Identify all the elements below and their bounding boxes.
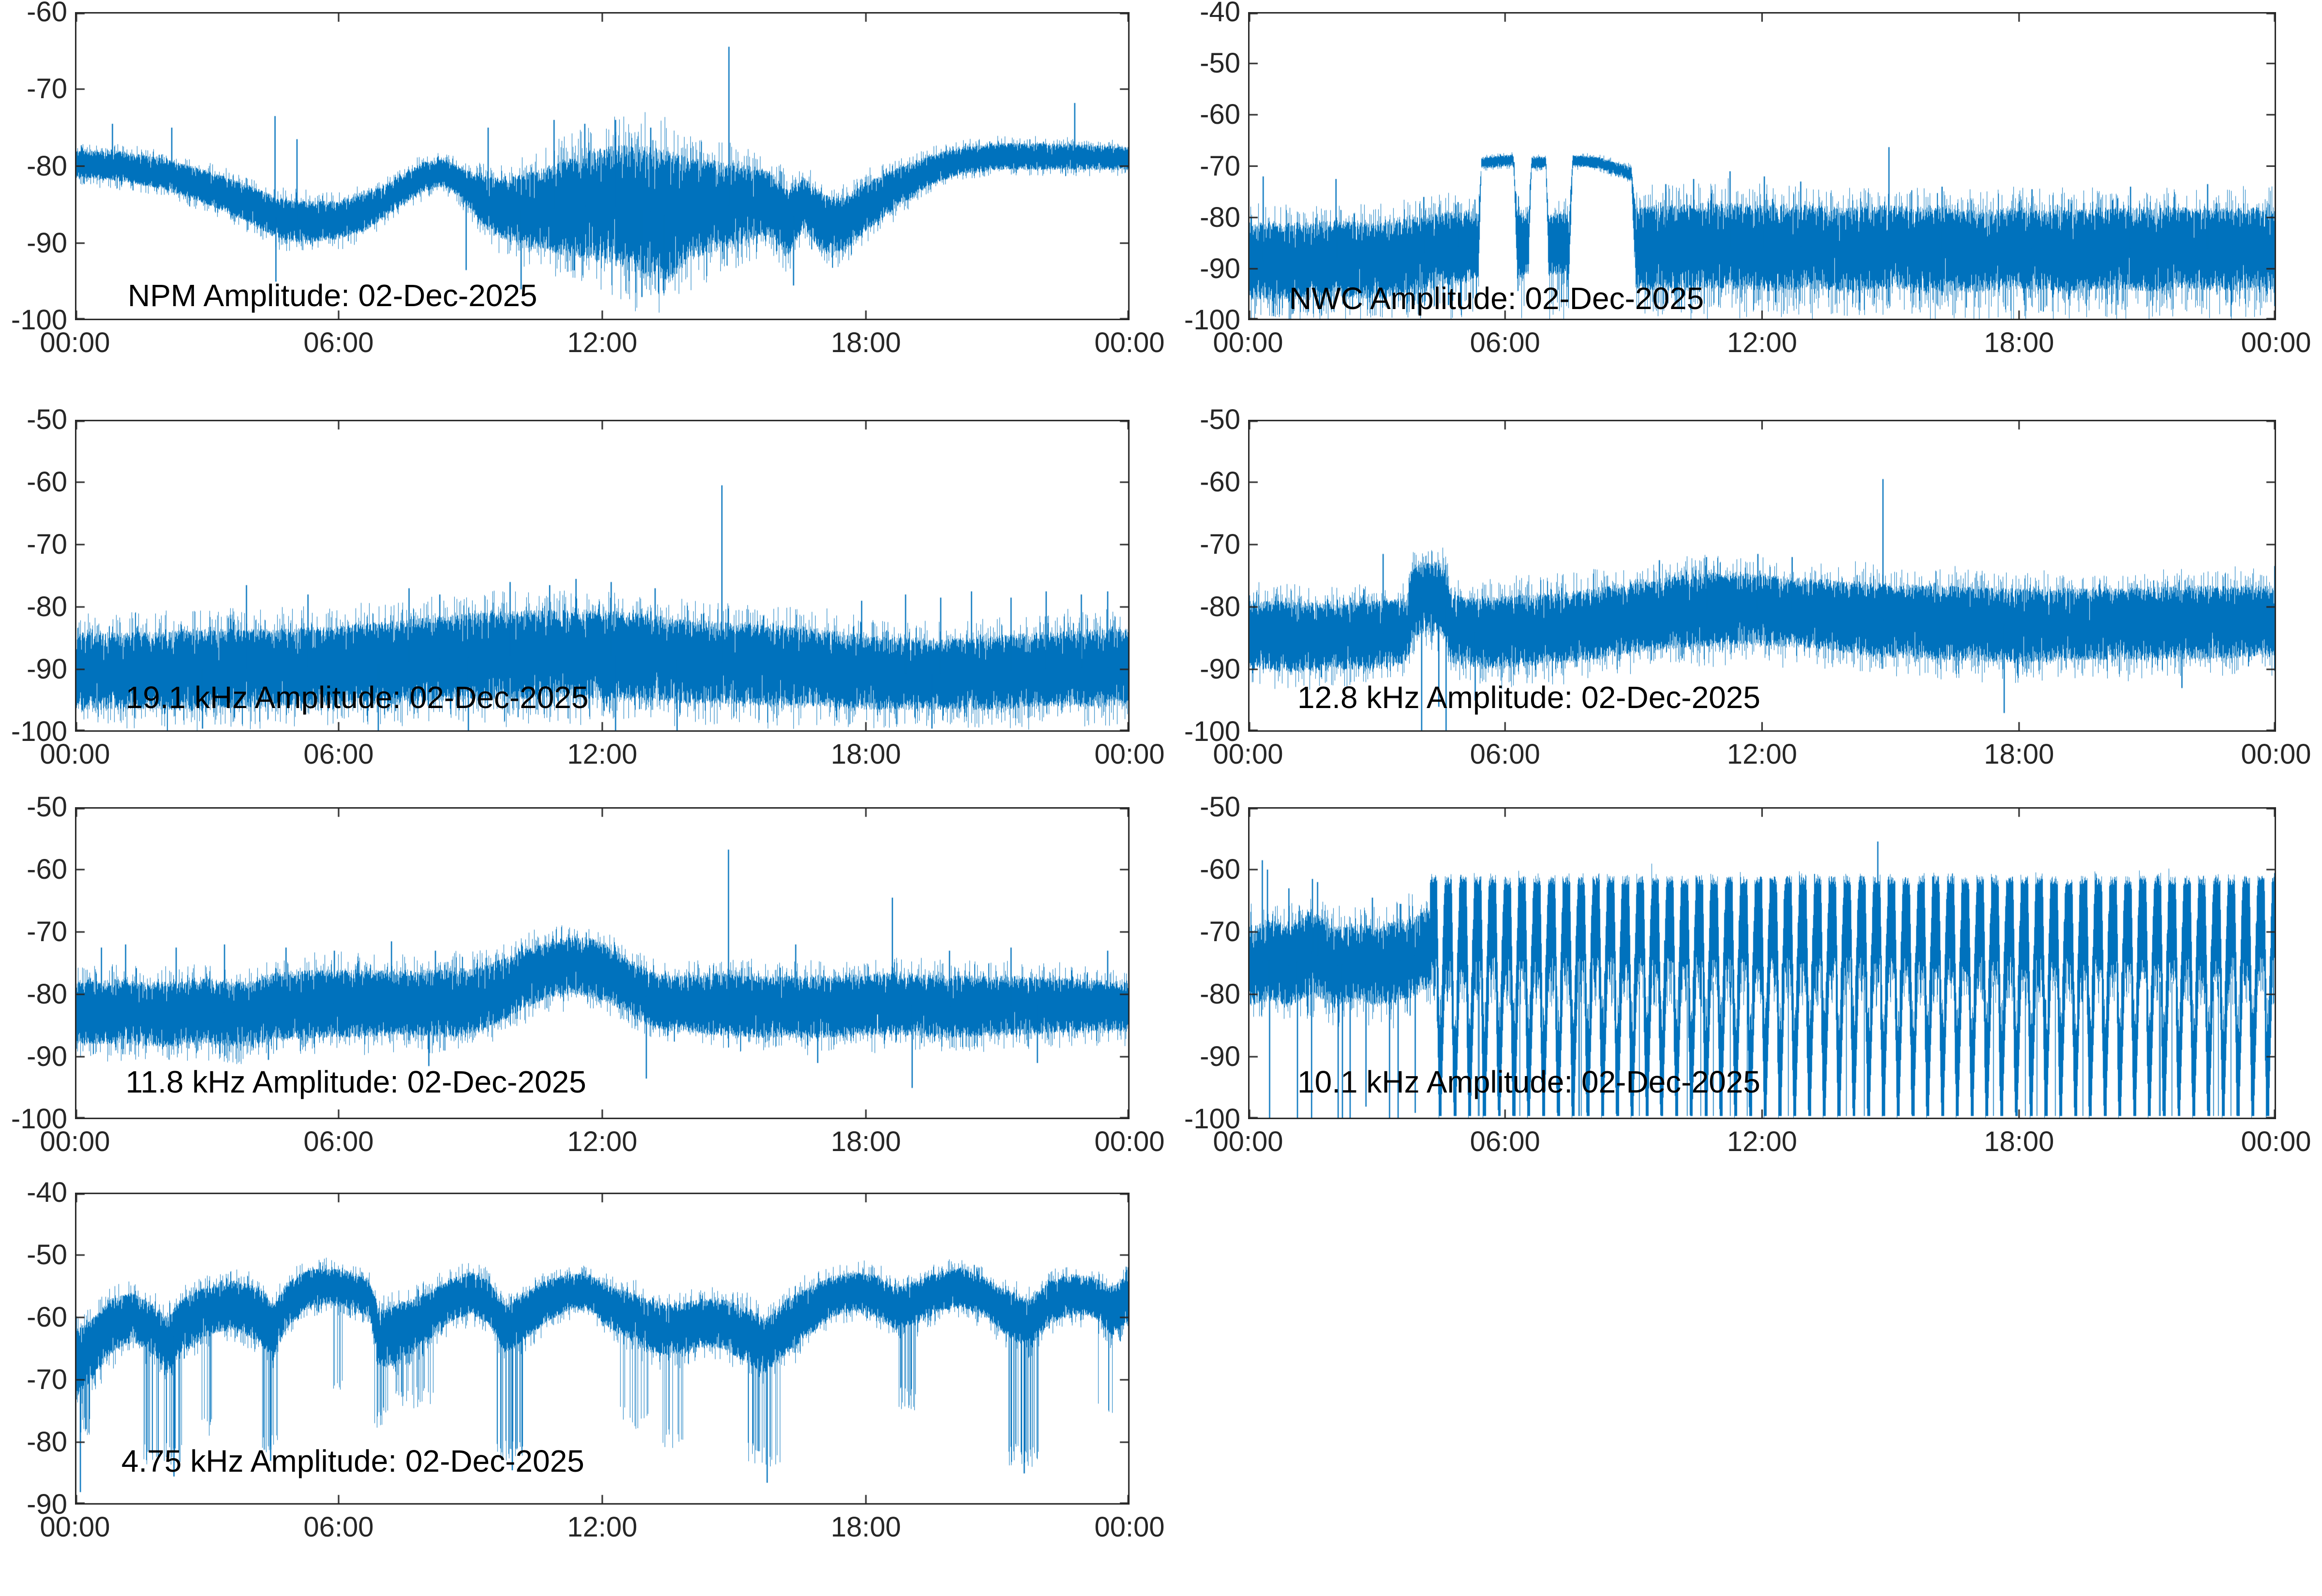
y-tick-label: -80 <box>1200 591 1240 622</box>
subplot-11-8-khz-amplitude: 11.8 kHz Amplitude: 02-Dec-2025 -50 -60 -7… <box>11 793 1165 1156</box>
y-tick-label: -50 <box>1200 47 1240 79</box>
y-tick-label: -60 <box>27 0 67 28</box>
y-tick-label: -40 <box>1200 0 1240 28</box>
x-tick-label: 00:00 <box>40 1126 110 1157</box>
y-tick-label: -90 <box>1200 252 1240 284</box>
y-tick-label: -100 <box>11 304 67 336</box>
11-8-khz-amplitude-plot-canvas <box>75 807 1130 1119</box>
y-tick-label: -70 <box>1200 150 1240 182</box>
x-tick-label: 18:00 <box>831 327 901 358</box>
x-tick-label: 18:00 <box>831 1126 901 1157</box>
y-tick-label: -70 <box>27 529 67 560</box>
x-tick-label: 12:00 <box>1727 327 1798 358</box>
nwc-plot-label: NWC Amplitude: 02-Dec-2025 <box>1289 281 1704 316</box>
x-tick-label: 00:00 <box>1094 1126 1165 1157</box>
x-tick-label: 12:00 <box>567 1126 638 1157</box>
y-tick-label: -60 <box>1200 99 1240 131</box>
npm-amplitude-plot-canvas <box>75 12 1130 320</box>
x-tick-label: 12:00 <box>567 327 638 358</box>
y-tick-label: -70 <box>27 916 67 947</box>
y-tick-label: -60 <box>1200 854 1240 885</box>
x-tick-label: 00:00 <box>40 739 110 770</box>
y-tick-label: -100 <box>11 716 67 747</box>
y-tick-label: -80 <box>1200 201 1240 233</box>
y-tick-label: -100 <box>11 1103 67 1135</box>
x-tick-label: 18:00 <box>1984 327 2054 358</box>
y-tick-label: -40 <box>27 1177 67 1208</box>
subplot-12-8-khz-amplitude: 12.8 kHz Amplitude: 02-Dec-2025 -50 -60 -7… <box>1184 406 2311 768</box>
19-1-khz-plot-label: 19.1 kHz Amplitude: 02-Dec-2025 <box>125 680 589 715</box>
y-tick-label: -50 <box>27 1239 67 1271</box>
y-tick-label: -70 <box>1200 916 1240 947</box>
y-tick-label: -70 <box>27 1364 67 1395</box>
x-tick-label: 00:00 <box>1094 327 1165 358</box>
y-tick-label: -60 <box>1200 466 1240 498</box>
y-tick-label: -80 <box>27 591 67 622</box>
y-tick-label: -60 <box>27 1301 67 1333</box>
11-8-khz-plot-label: 11.8 kHz Amplitude: 02-Dec-2025 <box>125 1064 586 1099</box>
x-tick-label: 12:00 <box>567 1511 638 1543</box>
x-tick-label: 06:00 <box>1470 1126 1540 1157</box>
x-tick-label: 06:00 <box>303 1511 374 1543</box>
y-tick-label: -80 <box>27 150 67 182</box>
y-tick-label: -50 <box>27 404 67 435</box>
subplot-10-1-khz-amplitude: 10.1 kHz Amplitude: 02-Dec-2025 -50 -60 -7… <box>1184 793 2311 1156</box>
10-1-khz-amplitude-plot-canvas <box>1248 807 2276 1119</box>
x-tick-label: 18:00 <box>831 1511 901 1543</box>
4-75-khz-amplitude-plot-canvas <box>75 1193 1130 1505</box>
y-tick-label: -50 <box>1200 791 1240 823</box>
x-tick-label: 12:00 <box>1727 1126 1798 1157</box>
x-tick-label: 00:00 <box>40 327 110 358</box>
x-tick-label: 06:00 <box>1470 739 1540 770</box>
y-tick-label: -90 <box>27 227 67 259</box>
y-tick-label: -90 <box>27 1489 67 1520</box>
y-tick-label: -60 <box>27 466 67 498</box>
x-tick-label: 00:00 <box>2241 327 2311 358</box>
x-tick-label: 00:00 <box>1094 739 1165 770</box>
x-tick-label: 06:00 <box>1470 327 1540 358</box>
x-tick-label: 06:00 <box>303 1126 374 1157</box>
y-tick-label: -100 <box>1184 1103 1240 1135</box>
4-75-khz-plot-label: 4.75 kHz Amplitude: 02-Dec-2025 <box>121 1443 584 1478</box>
y-tick-label: -90 <box>1200 653 1240 685</box>
nwc-amplitude-plot-canvas <box>1248 12 2276 320</box>
y-tick-label: -70 <box>1200 529 1240 560</box>
y-tick-label: -70 <box>27 73 67 105</box>
y-tick-label: -100 <box>1184 304 1240 336</box>
x-tick-label: 18:00 <box>1984 739 2054 770</box>
y-tick-label: -90 <box>1200 1041 1240 1072</box>
y-tick-label: -80 <box>1200 978 1240 1010</box>
y-tick-label: -60 <box>27 854 67 885</box>
y-tick-label: -90 <box>27 1041 67 1072</box>
y-tick-label: -50 <box>1200 404 1240 435</box>
19-1-khz-amplitude-plot-canvas <box>75 420 1130 732</box>
x-tick-label: 00:00 <box>1213 739 1283 770</box>
x-tick-label: 06:00 <box>303 327 374 358</box>
y-tick-label: -80 <box>27 1426 67 1458</box>
12-8-khz-plot-label: 12.8 kHz Amplitude: 02-Dec-2025 <box>1297 680 1760 715</box>
y-tick-label: -100 <box>1184 716 1240 747</box>
subplot-19-1-khz-amplitude: 19.1 kHz Amplitude: 02-Dec-2025 -50 -60 -7… <box>11 406 1165 768</box>
x-tick-label: 18:00 <box>831 739 901 770</box>
12-8-khz-amplitude-plot-canvas <box>1248 420 2276 732</box>
x-tick-label: 00:00 <box>2241 739 2311 770</box>
subplot-npm-amplitude: NPM Amplitude: 02-Dec-2025 -60 -70 -80 -90 -… <box>11 0 1165 357</box>
10-1-khz-plot-label: 10.1 kHz Amplitude: 02-Dec-2025 <box>1297 1064 1760 1099</box>
y-tick-label: -50 <box>27 791 67 823</box>
x-tick-label: 00:00 <box>1213 1126 1283 1157</box>
y-tick-label: -90 <box>27 653 67 685</box>
x-tick-label: 00:00 <box>2241 1126 2311 1157</box>
subplot-4-75-khz-amplitude: 4.75 kHz Amplitude: 02-Dec-2025 -40 -50 -6… <box>27 1179 1164 1541</box>
x-tick-label: 00:00 <box>1213 327 1283 358</box>
y-tick-label: -80 <box>27 978 67 1010</box>
x-tick-label: 18:00 <box>1984 1126 2054 1157</box>
x-tick-label: 00:00 <box>40 1511 110 1543</box>
subplot-nwc-amplitude: NWC Amplitude: 02-Dec-2025 -40 -50 -60 -70 -… <box>1184 0 2311 357</box>
x-tick-label: 06:00 <box>303 739 374 770</box>
npm-plot-label: NPM Amplitude: 02-Dec-2025 <box>128 278 537 313</box>
x-tick-label: 00:00 <box>1094 1511 1165 1543</box>
x-tick-label: 12:00 <box>567 739 638 770</box>
x-tick-label: 12:00 <box>1727 739 1798 770</box>
